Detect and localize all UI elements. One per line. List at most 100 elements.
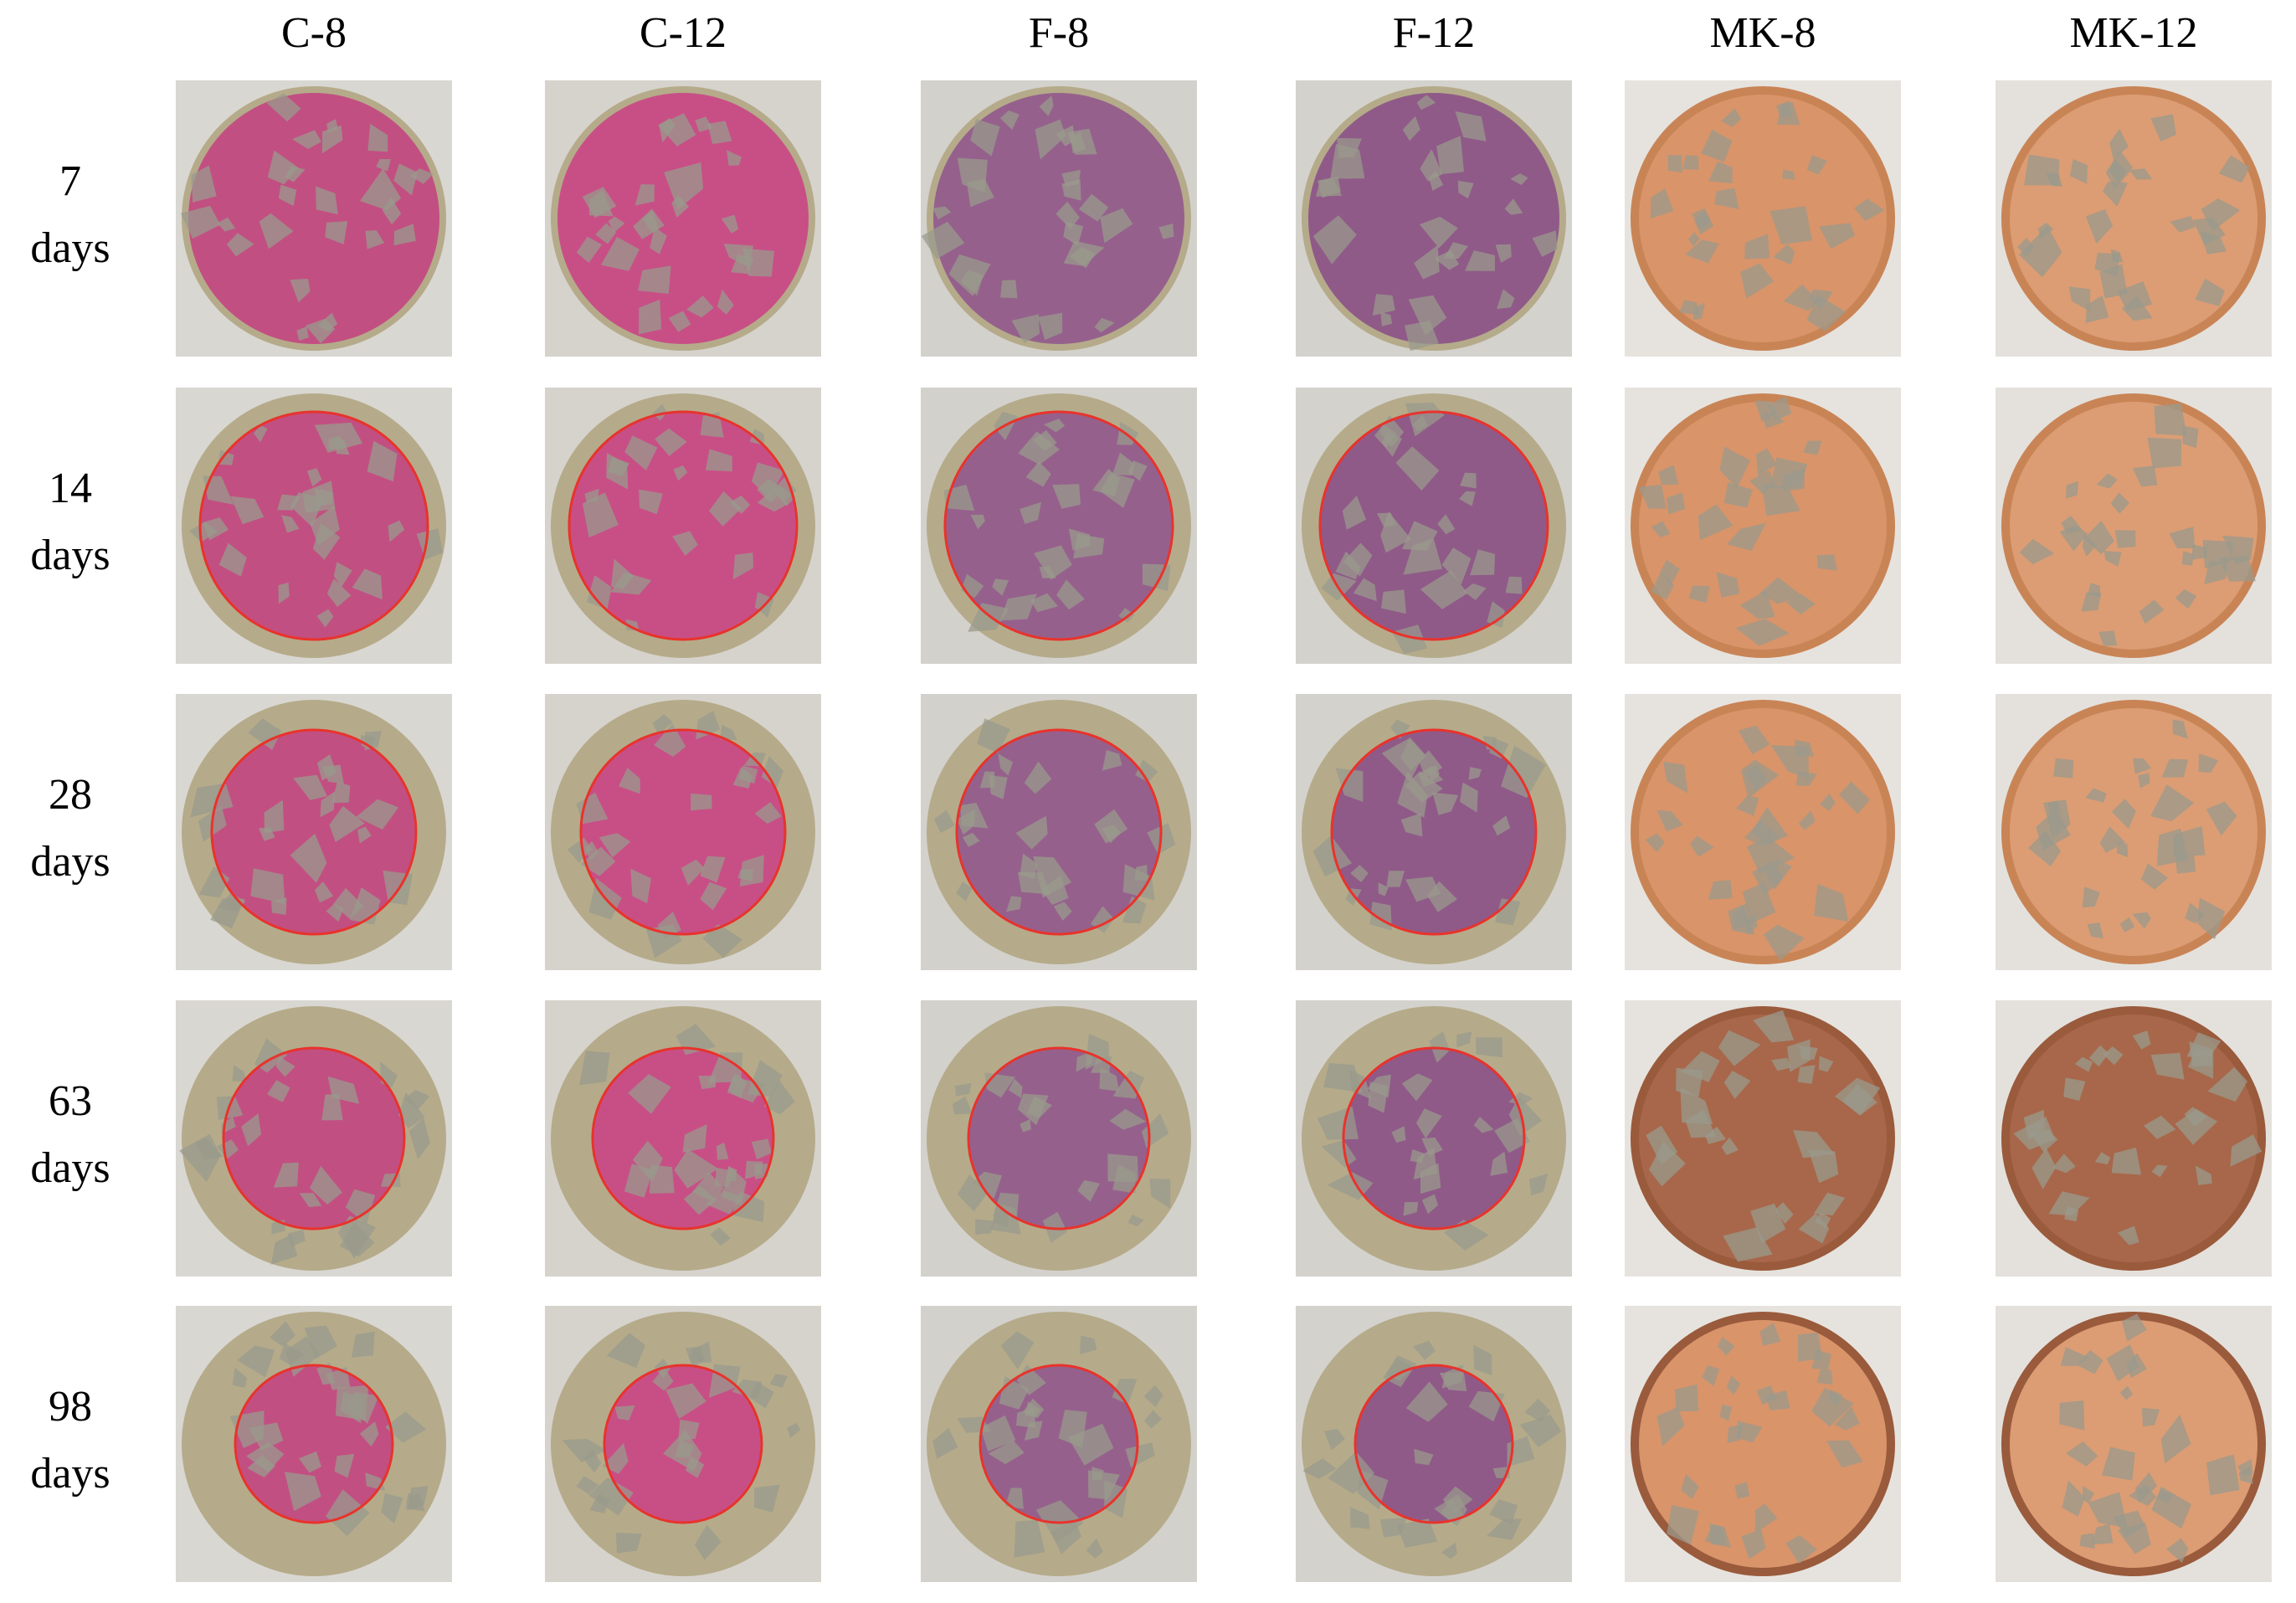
specimen-photo	[176, 1000, 452, 1277]
aggregate	[1091, 1467, 1104, 1481]
aggregate	[334, 1453, 355, 1478]
aggregate	[698, 1076, 716, 1090]
aggregate	[2088, 1045, 2109, 1067]
specimen-photo	[921, 80, 1197, 357]
aggregate	[1000, 593, 1037, 621]
aggregate	[1681, 1473, 1699, 1499]
aggregate	[1460, 472, 1477, 489]
aggregate	[2069, 159, 2088, 184]
specimen-core	[557, 93, 809, 344]
aggregate	[576, 792, 609, 825]
aggregate	[1497, 289, 1515, 310]
aggregate	[1112, 452, 1134, 476]
aggregate	[332, 781, 351, 804]
specimen-core	[1639, 95, 1887, 342]
specimen-photo	[921, 388, 1197, 664]
aggregate	[2156, 828, 2189, 866]
aggregate	[1746, 836, 1795, 874]
aggregate	[2061, 516, 2083, 534]
specimen-photo	[545, 80, 821, 357]
aggregate	[1427, 881, 1457, 912]
aggregate	[2085, 788, 2107, 803]
carbonation-front	[1318, 410, 1549, 641]
aggregate	[1112, 1164, 1136, 1194]
aggregate	[403, 1090, 430, 1110]
aggregate	[2096, 473, 2118, 489]
specimen-photo	[176, 388, 452, 664]
aggregate	[1489, 1498, 1518, 1525]
aggregate	[717, 289, 734, 315]
aggregate	[1735, 795, 1759, 816]
aggregate	[333, 562, 352, 588]
aggregate	[1122, 864, 1155, 901]
aggregate	[2074, 1056, 2093, 1072]
aggregate	[787, 1422, 800, 1438]
aggregate	[668, 311, 691, 332]
aggregate	[2063, 1077, 2086, 1102]
aggregate	[296, 326, 309, 341]
aggregate	[988, 1440, 1025, 1465]
aggregate	[1811, 1387, 1855, 1427]
aggregate	[1740, 263, 1775, 299]
aggregate	[764, 1080, 795, 1115]
aggregate	[2066, 1441, 2098, 1467]
aggregate	[1734, 1482, 1750, 1499]
aggregate	[1410, 1149, 1425, 1164]
aggregate	[1465, 250, 1495, 271]
aggregate	[1797, 1065, 1816, 1084]
aggregate	[2024, 154, 2060, 186]
aggregate	[1312, 215, 1357, 265]
aggregate	[2099, 264, 2128, 299]
aggregate	[299, 1451, 321, 1473]
aggregate	[327, 1076, 360, 1104]
aggregate	[1396, 1518, 1438, 1548]
aggregate	[2141, 1407, 2160, 1427]
aggregate	[1149, 1178, 1171, 1209]
aggregate	[1100, 472, 1135, 508]
aggregate	[2086, 208, 2114, 244]
aggregate	[189, 521, 218, 542]
aggregate	[2079, 1533, 2095, 1549]
aggregate	[1456, 1031, 1472, 1048]
aggregate	[1834, 1077, 1881, 1115]
aggregate	[1078, 193, 1109, 222]
specimen-photo	[921, 1306, 1197, 1582]
aggregate	[2139, 599, 2165, 624]
aggregate	[692, 1172, 724, 1201]
aggregate	[1323, 1062, 1363, 1093]
specimen-core	[2010, 402, 2257, 650]
aggregate	[2218, 556, 2256, 582]
aggregate	[1528, 1173, 1549, 1196]
aggregate	[1468, 767, 1482, 780]
aggregate	[1759, 577, 1802, 604]
aggregate	[624, 1164, 654, 1198]
aggregate	[1337, 137, 1362, 158]
aggregate	[278, 184, 297, 207]
aggregate	[1808, 1149, 1839, 1184]
aggregate	[2031, 1148, 2057, 1189]
aggregate	[732, 767, 752, 789]
aggregate	[2132, 465, 2158, 487]
aggregate	[992, 578, 1009, 596]
aggregate	[1040, 875, 1069, 905]
aggregate	[1086, 1538, 1103, 1559]
aggregate	[587, 575, 612, 610]
aggregate	[1750, 807, 1788, 845]
aggregate	[1687, 232, 1700, 247]
aggregate	[226, 233, 254, 257]
aggregate	[1839, 781, 1870, 814]
aggregate	[1063, 222, 1084, 246]
aggregate	[655, 428, 687, 456]
aggregate	[2144, 1115, 2176, 1139]
aggregate	[1437, 514, 1456, 535]
aggregate	[1740, 759, 1780, 799]
aggregate	[2103, 182, 2129, 207]
aggregate	[2150, 784, 2195, 822]
aggregate	[320, 791, 336, 818]
aggregate	[727, 150, 742, 166]
aggregate	[1378, 882, 1389, 897]
aggregate	[1806, 295, 1846, 331]
aggregate	[2081, 592, 2102, 612]
aggregate	[686, 1456, 705, 1478]
aggregate	[381, 1493, 403, 1523]
